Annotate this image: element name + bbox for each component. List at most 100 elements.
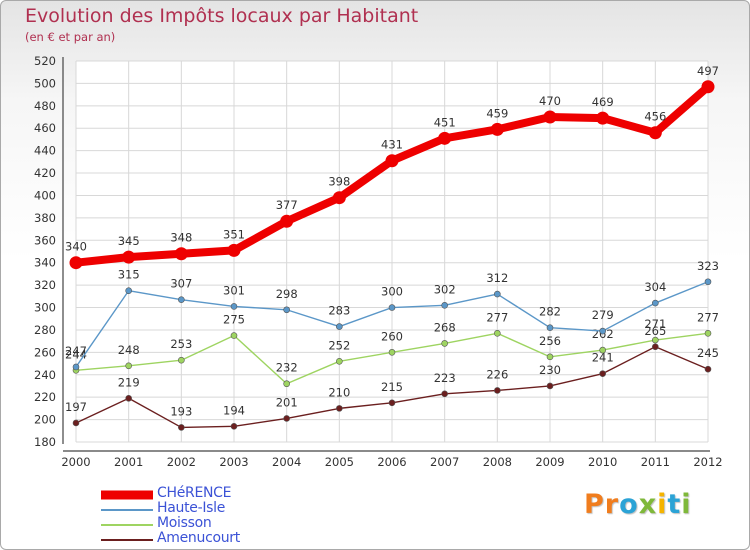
data-label-amenucourt: 219 <box>118 375 140 389</box>
y-tick-label: 460 <box>34 121 56 135</box>
data-label-amenucourt: 197 <box>65 400 87 414</box>
data-label-amenucourt: 226 <box>486 367 508 381</box>
y-tick-label: 340 <box>34 256 56 270</box>
x-tick-label: 2011 <box>641 455 670 469</box>
data-label-amenucourt: 230 <box>539 363 561 377</box>
data-point-amenucourt <box>704 365 712 373</box>
data-label-ch-rence: 456 <box>644 110 666 124</box>
data-point-amenucourt <box>178 424 185 431</box>
data-point-haute-isle <box>704 278 712 286</box>
data-point-ch-rence <box>490 122 504 136</box>
x-tick-label: 2007 <box>430 455 459 469</box>
legend-swatch-cherence <box>101 490 153 499</box>
data-label-ch-rence: 470 <box>539 94 561 108</box>
data-label-ch-rence: 459 <box>486 106 508 120</box>
data-label-ch-rence: 348 <box>170 231 192 245</box>
data-label-amenucourt: 265 <box>644 324 666 338</box>
y-tick-label: 260 <box>34 345 56 359</box>
data-point-moisson <box>546 353 554 361</box>
y-tick-label: 400 <box>34 188 56 202</box>
data-label-moisson: 277 <box>697 310 719 324</box>
data-point-haute-isle <box>336 323 343 330</box>
legend-swatch-amenucourt <box>101 538 153 541</box>
y-tick-label: 440 <box>34 144 56 158</box>
data-label-haute-isle: 315 <box>118 268 140 282</box>
data-label-ch-rence: 451 <box>434 115 456 129</box>
data-label-haute-isle: 279 <box>592 308 614 322</box>
x-tick-label: 2002 <box>167 455 196 469</box>
data-point-amenucourt <box>599 370 606 377</box>
data-point-ch-rence <box>648 126 662 140</box>
data-point-ch-rence <box>227 243 241 257</box>
x-tick-label: 2012 <box>693 455 722 469</box>
logo-letter: P <box>584 489 605 520</box>
data-point-haute-isle <box>494 290 501 298</box>
logo-letter: i <box>681 489 692 520</box>
data-label-amenucourt: 210 <box>328 385 350 399</box>
data-point-ch-rence <box>438 131 452 145</box>
data-label-amenucourt: 245 <box>697 346 719 360</box>
data-point-ch-rence <box>332 191 346 205</box>
data-point-moisson <box>599 346 606 354</box>
y-tick-label: 220 <box>34 390 56 404</box>
logo-letter: r <box>604 489 620 520</box>
data-label-haute-isle: 302 <box>434 282 456 296</box>
y-tick-label: 520 <box>34 54 56 68</box>
data-label-moisson: 271 <box>644 317 666 331</box>
data-point-haute-isle <box>388 304 396 311</box>
y-tick-label: 500 <box>34 76 56 90</box>
logo-letter: x <box>638 489 658 520</box>
data-point-moisson <box>283 380 290 388</box>
data-label-amenucourt: 193 <box>170 404 192 418</box>
data-point-moisson <box>494 330 501 337</box>
data-point-moisson <box>652 336 659 344</box>
y-tick-label: 240 <box>34 368 56 382</box>
data-point-amenucourt <box>441 390 448 398</box>
data-point-amenucourt <box>652 343 659 351</box>
x-tick-label: 2010 <box>588 455 617 469</box>
data-point-amenucourt <box>546 382 554 390</box>
data-point-ch-rence <box>280 214 294 228</box>
data-point-ch-rence <box>596 111 610 125</box>
data-point-haute-isle <box>283 306 290 314</box>
y-tick-label: 360 <box>34 233 56 247</box>
data-point-haute-isle <box>599 327 606 335</box>
legend-swatch-haute-isle <box>101 508 153 511</box>
x-tick-label: 2006 <box>377 455 406 469</box>
legend-label-cherence: CHéRENCE <box>157 485 232 501</box>
data-point-ch-rence <box>385 154 399 168</box>
data-label-haute-isle: 312 <box>486 271 508 285</box>
data-label-ch-rence: 377 <box>276 198 298 212</box>
data-label-amenucourt: 194 <box>223 403 245 417</box>
data-point-moisson <box>441 340 448 347</box>
data-label-ch-rence: 340 <box>65 240 87 254</box>
data-point-amenucourt <box>125 394 132 402</box>
x-tick-label: 2004 <box>272 455 301 469</box>
data-label-haute-isle: 300 <box>381 285 403 299</box>
data-label-haute-isle: 247 <box>65 344 87 358</box>
data-label-ch-rence: 398 <box>328 175 350 189</box>
y-tick-label: 180 <box>34 435 56 449</box>
data-label-haute-isle: 301 <box>223 283 245 297</box>
data-point-moisson <box>336 358 343 365</box>
x-tick-label: 2009 <box>535 455 564 469</box>
data-label-haute-isle: 283 <box>328 304 350 318</box>
chart-title: Evolution des Impôts locaux par Habitant <box>25 5 419 27</box>
y-tick-label: 480 <box>34 99 56 113</box>
chart-subtitle: (en € et par an) <box>25 30 116 44</box>
data-point-amenucourt <box>388 399 396 407</box>
y-tick-label: 300 <box>34 301 56 315</box>
x-tick-label: 2003 <box>219 455 248 469</box>
data-label-ch-rence: 497 <box>697 64 719 78</box>
data-point-ch-rence <box>69 256 83 270</box>
y-tick-label: 380 <box>34 211 56 225</box>
data-label-moisson: 252 <box>328 338 350 352</box>
y-tick-label: 200 <box>34 413 56 427</box>
data-point-haute-isle <box>230 303 238 310</box>
data-label-ch-rence: 469 <box>592 95 614 109</box>
data-label-haute-isle: 298 <box>276 287 298 301</box>
data-label-moisson: 260 <box>381 329 403 343</box>
y-tick-label: 280 <box>34 323 56 337</box>
